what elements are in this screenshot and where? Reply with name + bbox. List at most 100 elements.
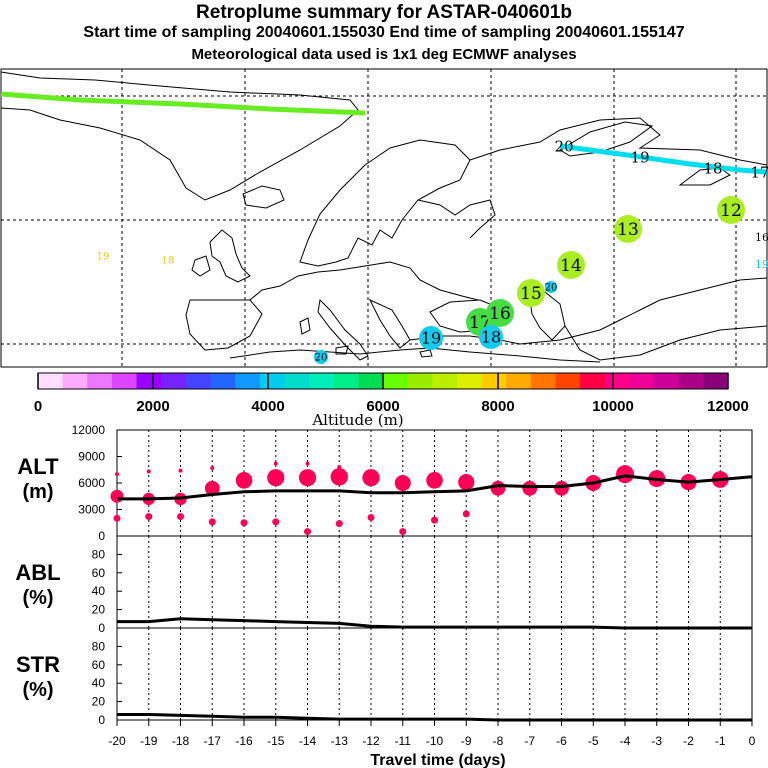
plume-marker: [517, 279, 545, 307]
y-tick-label: 40: [92, 676, 106, 690]
map-label-text: 19: [97, 252, 110, 263]
panel-ylabel: ALT: [17, 454, 59, 479]
colorbar-cell: [530, 373, 556, 389]
colorbar-cell: [333, 373, 359, 389]
map-label-text: 19: [630, 148, 649, 166]
x-tick-label: -14: [299, 734, 317, 748]
colorbar-cell: [62, 373, 88, 389]
x-tick-label: -15: [267, 734, 285, 748]
alt-marker-lower: [272, 518, 280, 526]
plume-marker: [545, 281, 557, 293]
y-tick-label: 9000: [78, 450, 105, 464]
map-label-text: 20: [545, 283, 558, 294]
plume-marker: [614, 215, 642, 243]
colorbar-label: Altitude (m): [311, 411, 403, 429]
alt-marker-lower: [367, 513, 375, 521]
map-label-text: 12: [720, 201, 742, 221]
map-label-day-13: 13: [614, 215, 642, 243]
panel-yunit: (%): [22, 679, 53, 701]
alt-marker-lower: [335, 520, 343, 528]
alt-marker: [616, 465, 634, 484]
mean-line: [117, 713, 752, 722]
map-label-text: 20: [315, 353, 328, 364]
altitude-colorbar: 0 2000 4000 6000 8000 10000 12000 Altitude (m): [34, 372, 749, 429]
colorbar-cell: [87, 373, 113, 389]
y-tick-label: 20: [92, 695, 106, 709]
alt-marker-upper: [305, 461, 310, 466]
alt-marker-lower: [177, 513, 184, 521]
y-tick-label: 3000: [78, 503, 105, 517]
x-tick-labels: -20 -19 -18 -17 -16 -15 -14 -13 -12 -11 -10 -9 -8 -7-…: [108, 720, 756, 748]
map-label-text: 20: [554, 137, 573, 155]
x-tick-label: -6: [556, 734, 567, 748]
alt-marker-lower: [208, 518, 216, 526]
colorbar-tick-label: 10000: [592, 398, 634, 415]
colorbar-cell: [555, 373, 581, 389]
x-tick-label: -10: [426, 734, 444, 748]
alt-marker: [298, 469, 317, 487]
colorbar-cell: [136, 373, 162, 389]
x-tick-label: -19: [140, 734, 158, 748]
colorbar-cell: [604, 373, 630, 389]
map-label-day-15: 15: [517, 279, 545, 307]
colorbar-tick-label: 8000: [481, 398, 514, 415]
colorbar-cell: [210, 373, 236, 389]
y-tick-label: 0: [98, 713, 105, 727]
x-tick-label: -3: [651, 734, 662, 748]
alt-marker: [490, 480, 506, 496]
colorbar-cells: [38, 373, 729, 389]
x-tick-label: -20: [108, 734, 126, 748]
panel-abl: 0 20 40 60 80 ABL(%): [15, 535, 753, 635]
map-label-day-19: 19: [419, 326, 443, 350]
alt-marker: [362, 469, 380, 487]
x-tick-label: -5: [588, 734, 599, 748]
colorbar-cell: [432, 373, 458, 389]
alt-marker-lower: [304, 528, 311, 536]
map-label-text: 16: [489, 304, 511, 324]
colorbar-cell: [678, 373, 704, 389]
time-series-panels: 030006000900012000ALT(m)020406080ABL(%)0…: [15, 423, 755, 748]
panel-yunit: (%): [22, 587, 53, 609]
alt-marker: [267, 469, 285, 487]
map-label-day-19: 19: [97, 252, 110, 263]
map-label-text: 13: [617, 220, 639, 240]
x-tick-label: -7: [524, 734, 535, 748]
colorbar-cell: [185, 373, 211, 389]
colorbar-cell: [259, 373, 285, 389]
y-tick-label: 80: [92, 547, 106, 561]
alt-marker-lower: [113, 514, 121, 522]
colorbar-tick-label: 0: [34, 398, 42, 415]
panel-alt: 0 3000 6000 9000 12000 ALT(m): [17, 423, 753, 543]
colorbar-cell: [456, 373, 483, 389]
map-label-text: 15: [520, 284, 542, 304]
cyan-track: [559, 143, 768, 175]
alt-marker-upper: [210, 465, 215, 470]
x-axis-label: Travel time (days): [370, 752, 505, 768]
x-tick-label: -2: [683, 734, 694, 748]
x-tick-label: -8: [493, 734, 504, 748]
y-tick-label: 80: [92, 639, 106, 653]
map-label-text: 19: [421, 329, 441, 348]
map-label-text: 17: [750, 163, 768, 181]
alt-marker: [522, 480, 538, 496]
alt-marker: [426, 472, 443, 489]
y-tick-label: 12000: [72, 423, 106, 437]
x-tick-label: -18: [172, 734, 190, 748]
x-tick-label: -16: [235, 734, 253, 748]
alt-marker: [204, 480, 220, 496]
green-track: [0, 91, 366, 116]
colorbar-cell: [38, 373, 64, 389]
x-tick-label: -13: [331, 734, 349, 748]
colorbar-tick-label: 12000: [707, 398, 749, 415]
alt-marker: [110, 489, 124, 503]
map-label-day-16: 16: [486, 299, 514, 327]
x-tick-label: -11: [395, 734, 412, 748]
map-label-day-16: 16: [755, 231, 768, 244]
alt-marker-lower: [431, 516, 438, 524]
panel-ylabel: ABL: [15, 560, 60, 585]
alt-marker: [458, 474, 475, 491]
map-label-day-18: 18: [162, 256, 175, 267]
